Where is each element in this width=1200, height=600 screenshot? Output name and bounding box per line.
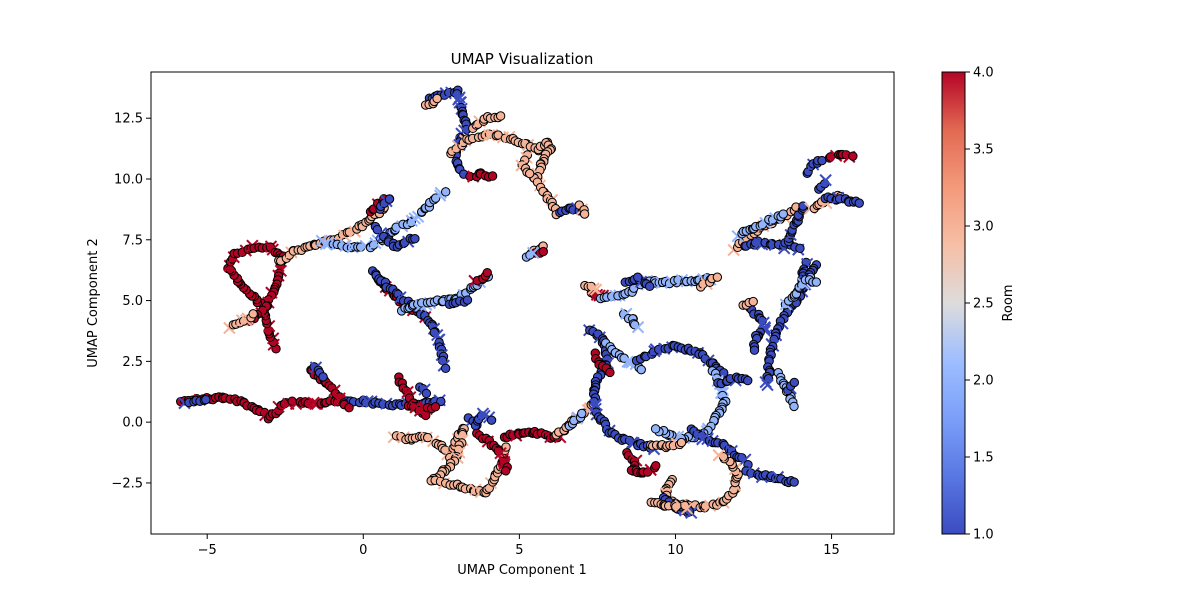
scatter-cross [526,246,540,260]
scatter-point [318,372,328,382]
scatter-point [854,198,864,208]
scatter-cross [761,378,774,392]
scatter-point [577,408,587,419]
scatter-cross [482,128,496,142]
y-tick-label: 10.0 [114,172,143,187]
scatter-point [421,388,432,399]
plot-frame [150,71,895,535]
y-tick-label: 5.0 [122,294,143,309]
x-axis-ticks: −5 0 5 10 15 [198,534,840,558]
y-axis-label: UMAP Component 2 [86,238,101,367]
scatter-point [579,209,590,219]
scatter-point [848,151,858,161]
y-axis-ticks: −2.5 0.0 2.5 5.0 7.5 10.0 12.5 [111,112,151,491]
x-tick-label: 0 [359,543,367,558]
scatter-point [795,243,805,254]
scatter-point [462,295,473,305]
x-tick-label: 5 [515,543,523,558]
colorbar-tick-label: 2.0 [973,374,994,389]
x-axis-label: UMAP Component 1 [457,563,586,578]
scatter-point [500,466,511,476]
scatter-point [432,93,442,104]
scatter-point [441,187,451,197]
y-tick-label: −2.5 [111,476,143,491]
scatter-point [538,246,548,257]
colorbar-label: Room [1001,284,1016,321]
scatter-cross [712,449,725,462]
colorbar-tick-label: 3.5 [973,143,994,158]
x-tick-label: −5 [198,543,217,558]
scatter-point [636,364,646,375]
scatter-cross [819,173,832,187]
colorbar-tick-label: 4.0 [973,66,994,81]
scatter-point [743,375,753,386]
chart-title: UMAP Visualization [451,50,594,68]
scatter-cross [589,283,603,296]
scatter-point [486,415,497,425]
y-tick-label: 7.5 [122,233,143,248]
scatter-point [487,171,498,181]
scatter-point [789,377,800,388]
scatter-point [650,424,661,434]
y-tick-label: 0.0 [122,416,143,431]
scatter-point [789,401,799,412]
scatter-cross [587,282,600,295]
colorbar-tick-label: 2.5 [973,297,994,312]
scatter-point [778,209,788,219]
scatter-point [789,477,799,487]
scatter-point [524,168,535,179]
scatter-point [495,111,506,121]
scatter-point [748,296,758,307]
scatter-point [712,272,723,282]
scatter-point [482,267,492,278]
scatter-point [749,345,760,355]
y-tick-label: 2.5 [122,355,143,370]
scatter-point [384,194,395,204]
scatter-point [651,460,661,471]
scatter-cross [631,320,645,334]
scatter-cross [680,502,694,515]
x-tick-label: 15 [823,543,840,558]
scatter-point [410,234,420,244]
scatter-points [176,85,864,520]
scatter-point [201,394,211,405]
scatter-point [248,309,258,319]
colorbar-tick-label: 1.0 [973,528,994,543]
scatter-point [605,367,615,378]
scatter-point [430,402,441,412]
colorbar-tick-label: 1.5 [973,451,994,466]
colorbar-ticks: 1.0 1.5 2.0 2.5 3.0 3.5 4.0 [965,66,994,543]
y-tick-label: 12.5 [114,112,143,127]
scatter-point [811,277,822,287]
scatter-point [676,437,687,448]
colorbar [941,71,966,535]
scatter-point [344,403,354,413]
colorbar-tick-label: 3.0 [973,220,994,235]
scatter-point [440,363,451,374]
scatter-point [422,432,433,443]
scatter-point [644,281,655,292]
scatter-cross [319,237,333,251]
x-tick-label: 10 [667,543,684,558]
